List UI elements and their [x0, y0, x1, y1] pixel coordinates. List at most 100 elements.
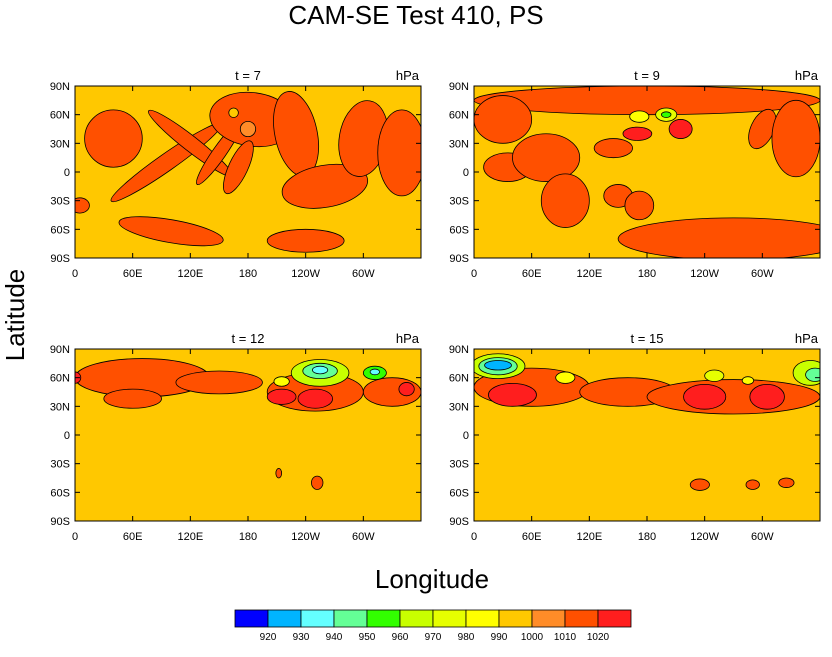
contour-region — [474, 95, 533, 144]
contour-region — [749, 383, 785, 410]
contour-region — [622, 126, 653, 141]
colorbar-swatch — [465, 609, 500, 628]
figure-title: CAM-SE Test 410, PS — [288, 0, 543, 30]
contour-region — [704, 369, 725, 382]
y-tick-label: 60N — [50, 373, 70, 385]
contour-region — [75, 197, 90, 214]
y-tick-label: 60S — [50, 487, 70, 499]
colorbar-label: 950 — [359, 632, 376, 643]
contour-field — [75, 86, 421, 258]
x-tick-label: 60W — [751, 268, 774, 280]
contour-region — [593, 138, 633, 159]
contour-region — [668, 119, 693, 139]
colorbar-swatch — [531, 609, 566, 628]
y-tick-label: 30N — [50, 138, 70, 150]
contour-region — [398, 382, 415, 397]
colorbar-swatch — [267, 609, 302, 628]
contour-region — [103, 388, 162, 409]
contour-region — [683, 383, 727, 410]
y-tick-label: 0 — [463, 167, 469, 179]
colorbar-label: 1000 — [521, 632, 544, 643]
y-tick-label: 30S — [449, 459, 469, 471]
y-tick-label: 90N — [449, 81, 469, 93]
x-tick-label: 0 — [471, 531, 477, 543]
contour-region — [297, 388, 333, 409]
colorbar-label: 930 — [293, 632, 310, 643]
contour-region — [281, 163, 369, 209]
x-tick-label: 60W — [751, 531, 774, 543]
colorbar-label: 1010 — [554, 632, 577, 643]
contour-region — [84, 109, 143, 168]
x-tick-label: 60W — [352, 268, 375, 280]
y-tick-label: 0 — [463, 430, 469, 442]
contour-region — [377, 109, 421, 197]
x-tick-label: 60W — [352, 531, 375, 543]
panel-title: t = 7 — [235, 68, 261, 83]
colorbar-label: 1020 — [587, 632, 610, 643]
colorbar: 920 930 940 950 960 970 980 990 1000 1010 1020 — [234, 609, 632, 643]
y-tick-label: 90N — [50, 81, 70, 93]
contour-region — [118, 216, 224, 247]
colorbar-label: 940 — [326, 632, 343, 643]
contour-region — [266, 388, 297, 405]
y-tick-label: 30N — [50, 401, 70, 413]
y-tick-label: 90S — [50, 516, 70, 528]
contour-region — [275, 468, 283, 479]
x-tick-label: 60E — [123, 531, 143, 543]
panel-units: hPa — [795, 68, 819, 83]
y-tick-label: 30S — [50, 459, 70, 471]
x-tick-label: 120W — [291, 531, 320, 543]
x-tick-label: 180 — [239, 531, 257, 543]
contour-region — [266, 228, 345, 253]
colorbar-swatch — [300, 609, 335, 628]
y-tick-label: 0 — [64, 430, 70, 442]
x-tick-label: 60E — [522, 268, 542, 280]
x-tick-label: 120E — [177, 268, 203, 280]
contour-region — [617, 217, 820, 258]
contour-region — [555, 371, 576, 384]
y-tick-label: 0 — [64, 167, 70, 179]
contour-region — [741, 376, 755, 385]
x-tick-label: 120E — [576, 531, 602, 543]
x-tick-label: 60E — [123, 268, 143, 280]
y-tick-label: 30S — [449, 196, 469, 208]
contour-region — [771, 99, 820, 178]
x-tick-label: 0 — [471, 268, 477, 280]
contour-region — [175, 370, 263, 395]
x-tick-label: 60E — [522, 531, 542, 543]
colorbar-swatch — [234, 609, 269, 628]
x-tick-label: 180 — [239, 268, 257, 280]
contour-region — [540, 173, 590, 228]
contour-region — [629, 110, 650, 123]
contour-region — [311, 475, 324, 490]
y-tick-label: 60N — [449, 110, 469, 122]
contour-region — [273, 376, 290, 387]
y-tick-label: 30N — [449, 138, 469, 150]
y-tick-label: 30S — [50, 196, 70, 208]
y-tick-label: 60N — [449, 373, 469, 385]
contour-region — [745, 479, 760, 490]
contour-region — [624, 190, 655, 221]
contour-region — [484, 360, 512, 371]
y-tick-label: 90N — [449, 344, 469, 356]
y-tick-label: 90S — [449, 253, 469, 265]
x-axis-label: Longitude — [375, 564, 489, 594]
x-tick-label: 180 — [638, 531, 656, 543]
colorbar-label: 920 — [260, 632, 277, 643]
colorbar-swatch — [432, 609, 467, 628]
contour-region — [223, 140, 254, 195]
y-axis-label: Latitude — [0, 269, 30, 362]
contour-field — [474, 86, 820, 258]
y-tick-label: 30N — [449, 401, 469, 413]
contour-region — [488, 382, 537, 407]
panel-title: t = 15 — [631, 331, 664, 346]
contour-region — [778, 477, 795, 488]
x-tick-label: 120E — [576, 268, 602, 280]
colorbar-swatch — [564, 609, 599, 628]
contour-field — [474, 349, 820, 521]
contour-region — [646, 379, 820, 415]
